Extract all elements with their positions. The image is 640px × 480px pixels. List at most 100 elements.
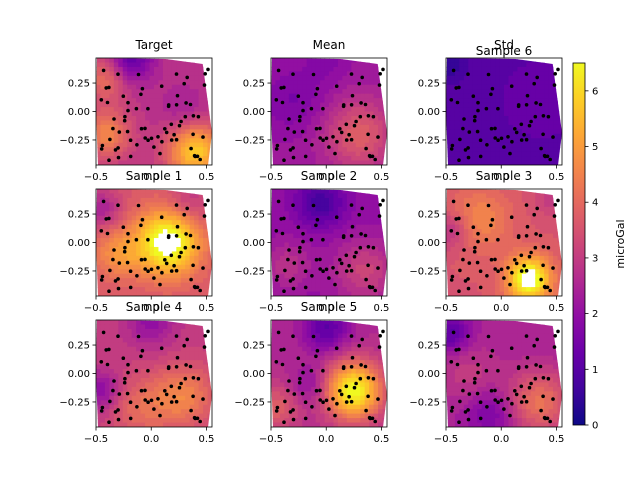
- measurement-point: [112, 117, 116, 121]
- measurement-point: [108, 399, 112, 404]
- measurement-point: [552, 214, 557, 218]
- measurement-point: [169, 269, 174, 273]
- measurement-point: [354, 250, 358, 255]
- measurement-point: [298, 114, 302, 119]
- measurement-points: [274, 67, 385, 162]
- measurement-point: [366, 245, 371, 249]
- measurement-point: [149, 267, 154, 272]
- measurement-point: [471, 356, 476, 361]
- measurement-point: [282, 216, 286, 221]
- measurement-point: [533, 245, 538, 250]
- measurement-point: [499, 136, 504, 141]
- y-tick-label: −0.25: [409, 266, 440, 277]
- measurement-point: [163, 127, 167, 131]
- measurement-point: [300, 260, 305, 265]
- measurement-point: [352, 254, 357, 259]
- measurement-point: [358, 114, 363, 119]
- measurement-point: [117, 130, 122, 134]
- measurement-point: [177, 385, 182, 390]
- measurement-point: [519, 400, 524, 404]
- measurement-point: [327, 276, 331, 280]
- x-tick-label: 0.0: [493, 172, 509, 183]
- x-tick-label: 0.5: [199, 172, 215, 183]
- measurement-points: [449, 67, 560, 162]
- measurement-point: [303, 154, 308, 159]
- measurement-point: [373, 419, 378, 424]
- measurement-point: [327, 407, 331, 411]
- measurement-point: [377, 83, 382, 87]
- measurement-point: [338, 127, 342, 131]
- measurement-point: [532, 343, 536, 348]
- measurement-point: [506, 266, 510, 270]
- measurement-point: [321, 237, 325, 242]
- measurement-point: [545, 285, 550, 290]
- measurement-point: [516, 103, 521, 107]
- measurement-point: [287, 248, 291, 252]
- measurement-point: [136, 334, 141, 339]
- measurement-point: [461, 126, 465, 131]
- measurement-point: [309, 106, 314, 111]
- measurement-point: [279, 86, 284, 90]
- measurement-point: [152, 407, 156, 411]
- measurement-point: [478, 154, 483, 159]
- measurement-point: [143, 126, 147, 131]
- measurement-point: [202, 214, 207, 218]
- measurement-point: [349, 203, 354, 207]
- measurement-point: [508, 282, 512, 287]
- measurement-point: [318, 267, 323, 271]
- measurement-point: [352, 123, 357, 128]
- measurement-point: [335, 139, 339, 144]
- measurement-point: [146, 106, 150, 111]
- measurement-point: [449, 98, 454, 102]
- measurement-point: [121, 94, 126, 98]
- measurement-point: [117, 392, 122, 396]
- measurement-point: [202, 83, 207, 87]
- measurement-point: [298, 245, 302, 250]
- measurement-point: [461, 388, 465, 393]
- measurement-point: [139, 257, 144, 262]
- measurement-point: [146, 138, 150, 142]
- measurement-point: [123, 245, 127, 250]
- measurement-point: [286, 388, 290, 393]
- measurement-point: [192, 284, 197, 289]
- measurement-point: [525, 93, 530, 98]
- measurement-point: [499, 267, 504, 272]
- measurement-point: [506, 397, 510, 401]
- measurement-point: [126, 231, 130, 236]
- measurement-point: [203, 72, 207, 76]
- measurement-point: [113, 279, 118, 283]
- measurement-point: [556, 329, 560, 334]
- x-tick-label: 0.5: [374, 434, 390, 445]
- measurement-point: [473, 245, 477, 250]
- measurement-point: [174, 137, 179, 142]
- measurement-point: [182, 343, 186, 348]
- measurement-point: [182, 81, 186, 86]
- measurement-point: [143, 136, 147, 140]
- measurement-point: [321, 368, 325, 373]
- measurement-points: [449, 198, 560, 294]
- measurement-point: [169, 122, 174, 127]
- measurement-point: [287, 379, 291, 383]
- measurement-point: [164, 261, 169, 266]
- y-tick-label: 0.00: [243, 107, 265, 118]
- panel-field: [96, 189, 212, 296]
- measurement-point: [152, 145, 156, 149]
- measurement-point: [135, 274, 139, 278]
- measurement-point: [553, 72, 557, 76]
- measurement-point: [524, 234, 529, 238]
- measurement-point: [185, 206, 189, 211]
- measurement-point: [476, 100, 480, 105]
- measurement-point: [350, 224, 355, 229]
- measurement-point: [476, 370, 480, 375]
- y-tick-label: 0.25: [68, 341, 90, 352]
- measurement-point: [476, 108, 480, 113]
- measurement-point: [101, 330, 106, 335]
- measurement-point: [455, 100, 460, 105]
- measurement-point: [113, 148, 118, 152]
- measurement-point: [288, 148, 293, 152]
- measurement-point: [184, 101, 188, 105]
- measurement-point: [553, 334, 557, 338]
- y-tick-label: −0.25: [409, 135, 440, 146]
- measurement-point: [366, 114, 371, 118]
- measurement-point: [104, 217, 108, 221]
